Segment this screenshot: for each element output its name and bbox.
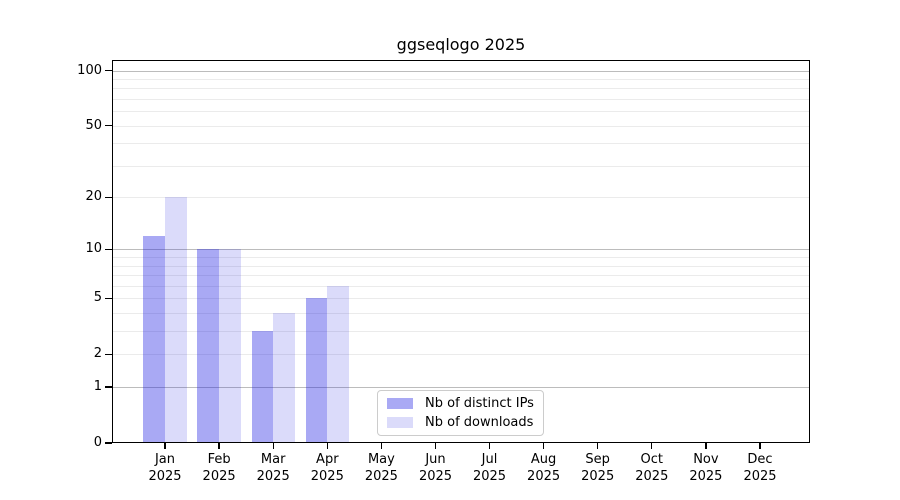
y-tick-label-20: 20 xyxy=(85,189,102,205)
y-tick-50 xyxy=(105,124,112,127)
gridline-y-5 xyxy=(112,298,810,300)
y-tick-label-5: 5 xyxy=(93,290,102,306)
gridline-y-50 xyxy=(112,125,810,127)
y-tick-0 xyxy=(105,442,112,444)
legend-label-distinct-ips: Nb of distinct IPs xyxy=(425,396,534,411)
plot-area: Nb of distinct IPs Nb of downloads 100 50… xyxy=(77,60,810,484)
y-tick-5 xyxy=(105,297,112,300)
x-tick-label-sep: Sep 2025 xyxy=(581,452,615,484)
x-tick-label-mar: Mar 2025 xyxy=(256,452,290,484)
y-tick-20 xyxy=(105,196,112,198)
gridline-y-20 xyxy=(112,197,810,199)
bar-nb-of-downloads-apr xyxy=(327,285,349,443)
bar-nb-of-distinct-ips-apr xyxy=(305,298,328,443)
x-tick-may xyxy=(380,443,383,449)
x-tick-jun xyxy=(434,443,437,449)
x-tick-label-dec: Dec 2025 xyxy=(743,452,777,484)
x-tick-mar xyxy=(272,443,274,449)
chart-title: ggseqlogo 2025 xyxy=(396,35,526,54)
y-tick-label-0: 0 xyxy=(93,435,102,450)
x-tick-dec xyxy=(759,443,761,449)
x-tick-feb xyxy=(218,443,220,449)
x-tick-label-jun: Jun 2025 xyxy=(418,452,453,484)
y-tick-label-100: 100 xyxy=(77,62,102,78)
y-tick-label-50: 50 xyxy=(85,117,102,133)
legend-item-downloads: Nb of downloads xyxy=(378,415,543,430)
y-tick-10 xyxy=(105,248,112,251)
y-tick-label-1: 1 xyxy=(93,379,102,395)
gridline-y-3 xyxy=(112,331,810,333)
bar-nb-of-downloads-jan xyxy=(165,197,187,443)
y-tick-label-10: 10 xyxy=(85,241,102,257)
y-tick-100 xyxy=(105,69,112,72)
x-tick-aug xyxy=(542,443,545,449)
bar-nb-of-downloads-mar xyxy=(273,313,295,443)
gridline-y-90 xyxy=(112,78,810,80)
y-tick-2 xyxy=(105,353,112,355)
gridline-y-2 xyxy=(112,354,810,356)
legend-swatch-downloads xyxy=(387,417,413,428)
legend-label-downloads: Nb of downloads xyxy=(425,415,534,430)
gridline-y-30 xyxy=(112,165,810,167)
y-tick-label-2: 2 xyxy=(93,346,102,362)
x-tick-label-jan: Jan 2025 xyxy=(148,452,182,484)
x-tick-oct xyxy=(651,443,653,449)
gridline-y-7 xyxy=(112,275,810,277)
x-tick-label-apr: Apr 2025 xyxy=(310,452,344,484)
gridline-y-100 xyxy=(112,70,810,72)
gridline-y-70 xyxy=(112,98,810,100)
x-tick-jan xyxy=(164,443,166,449)
bar-nb-of-distinct-ips-jan xyxy=(143,236,165,443)
gridline-y-40 xyxy=(112,143,810,145)
x-tick-sep xyxy=(597,443,599,449)
gridline-y-80 xyxy=(112,88,810,90)
x-tick-label-feb: Feb 2025 xyxy=(202,452,236,484)
gridline-y-10 xyxy=(112,249,810,251)
legend: Nb of distinct IPs Nb of downloads xyxy=(377,390,544,436)
gridline-y-4 xyxy=(112,313,810,315)
x-tick-label-nov: Nov 2025 xyxy=(689,452,723,484)
gridline-y-8 xyxy=(112,265,810,267)
x-tick-label-may: May 2025 xyxy=(364,452,398,484)
legend-swatch-distinct-ips xyxy=(387,398,413,409)
bar-nb-of-distinct-ips-feb xyxy=(197,249,220,443)
gridline-y-60 xyxy=(112,111,810,113)
gridline-y-9 xyxy=(112,257,810,259)
y-tick-1 xyxy=(105,386,112,388)
x-tick-nov xyxy=(705,443,707,449)
gridline-y-1 xyxy=(112,387,810,389)
gridline-y-6 xyxy=(112,285,810,287)
x-tick-label-oct: Oct 2025 xyxy=(635,452,669,484)
x-tick-label-jul: Jul 2025 xyxy=(472,452,507,484)
x-tick-label-aug: Aug 2025 xyxy=(527,452,561,484)
bar-nb-of-downloads-feb xyxy=(219,249,241,443)
x-tick-jul xyxy=(488,443,491,449)
x-tick-apr xyxy=(326,443,328,449)
legend-item-distinct-ips: Nb of distinct IPs xyxy=(378,396,543,411)
bar-nb-of-distinct-ips-mar xyxy=(251,331,274,443)
